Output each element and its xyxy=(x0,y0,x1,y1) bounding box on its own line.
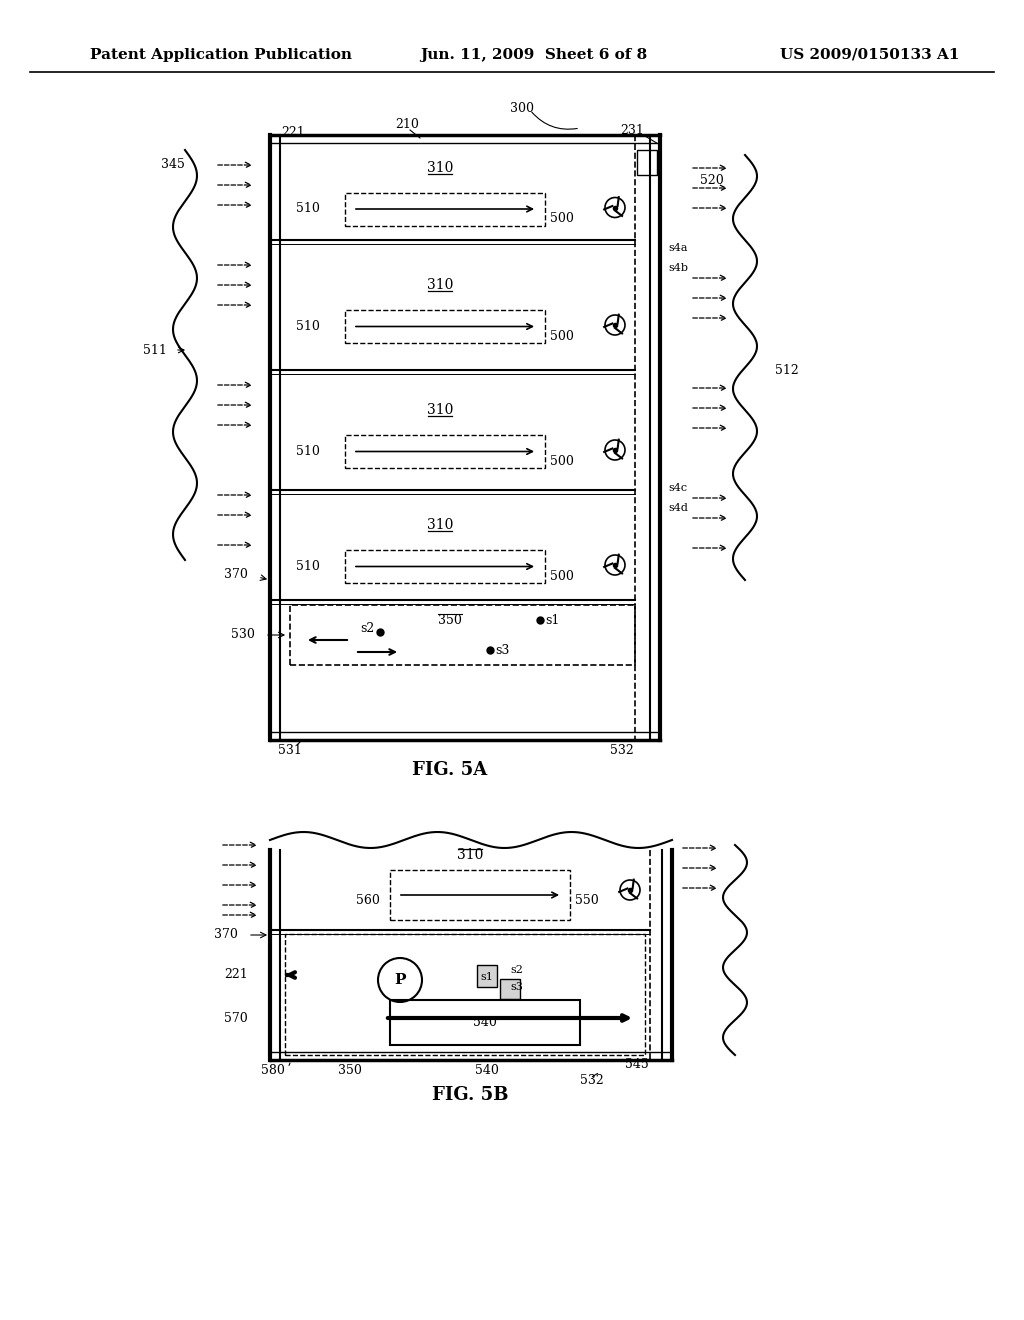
Text: 550: 550 xyxy=(575,894,599,907)
Text: 545: 545 xyxy=(625,1059,649,1072)
Text: 231: 231 xyxy=(620,124,644,136)
Text: FIG. 5A: FIG. 5A xyxy=(413,762,487,779)
Text: 345: 345 xyxy=(161,158,185,172)
Bar xyxy=(500,979,520,999)
Text: 580: 580 xyxy=(261,1064,285,1077)
FancyBboxPatch shape xyxy=(345,436,545,469)
Text: 531: 531 xyxy=(279,743,302,756)
Text: 512: 512 xyxy=(775,363,799,376)
Text: 560: 560 xyxy=(356,894,380,907)
Text: s4b: s4b xyxy=(668,263,688,273)
Text: 500: 500 xyxy=(550,570,573,583)
Text: 500: 500 xyxy=(550,330,573,343)
Text: 532: 532 xyxy=(610,743,634,756)
Text: s4d: s4d xyxy=(668,503,688,513)
Text: 310: 310 xyxy=(457,847,483,862)
FancyBboxPatch shape xyxy=(345,193,545,226)
FancyBboxPatch shape xyxy=(345,550,545,583)
Text: 370: 370 xyxy=(224,569,248,582)
Text: 510: 510 xyxy=(296,445,319,458)
Text: 520: 520 xyxy=(700,173,724,186)
Text: s1: s1 xyxy=(480,972,494,982)
Text: Jun. 11, 2009  Sheet 6 of 8: Jun. 11, 2009 Sheet 6 of 8 xyxy=(420,48,647,62)
Text: 350: 350 xyxy=(338,1064,361,1077)
Text: 510: 510 xyxy=(296,319,319,333)
Text: s4a: s4a xyxy=(668,243,687,253)
Text: 310: 310 xyxy=(427,161,454,174)
Text: s4c: s4c xyxy=(668,483,687,492)
Text: 350: 350 xyxy=(438,614,462,627)
FancyBboxPatch shape xyxy=(345,310,545,343)
Text: s3: s3 xyxy=(495,644,509,656)
Text: 530: 530 xyxy=(231,628,255,642)
Text: 532: 532 xyxy=(580,1073,604,1086)
Text: 500: 500 xyxy=(550,213,573,226)
FancyBboxPatch shape xyxy=(390,870,570,920)
Text: US 2009/0150133 A1: US 2009/0150133 A1 xyxy=(780,48,959,62)
Text: 310: 310 xyxy=(427,279,454,292)
Text: 500: 500 xyxy=(550,455,573,469)
Bar xyxy=(290,605,635,665)
Bar xyxy=(390,1001,580,1045)
FancyBboxPatch shape xyxy=(285,935,645,1055)
Text: 221: 221 xyxy=(224,969,248,982)
Bar xyxy=(637,150,657,176)
Text: 310: 310 xyxy=(427,517,454,532)
Text: s2: s2 xyxy=(360,623,374,635)
Text: Patent Application Publication: Patent Application Publication xyxy=(90,48,352,62)
Text: s3: s3 xyxy=(510,982,523,993)
Text: s2: s2 xyxy=(510,965,523,975)
Text: s1: s1 xyxy=(545,614,559,627)
Text: 510: 510 xyxy=(296,560,319,573)
Text: 540: 540 xyxy=(475,1064,499,1077)
Text: 310: 310 xyxy=(427,403,454,417)
Text: 570: 570 xyxy=(224,1011,248,1024)
Text: 300: 300 xyxy=(510,102,534,115)
Text: 210: 210 xyxy=(395,119,419,132)
Text: 370: 370 xyxy=(214,928,238,941)
Text: 510: 510 xyxy=(296,202,319,215)
Text: 511: 511 xyxy=(143,343,167,356)
Bar xyxy=(477,965,497,987)
Text: FIG. 5B: FIG. 5B xyxy=(432,1086,508,1104)
Text: 221: 221 xyxy=(282,127,305,140)
Text: P: P xyxy=(394,973,406,987)
Text: 540: 540 xyxy=(473,1016,497,1030)
